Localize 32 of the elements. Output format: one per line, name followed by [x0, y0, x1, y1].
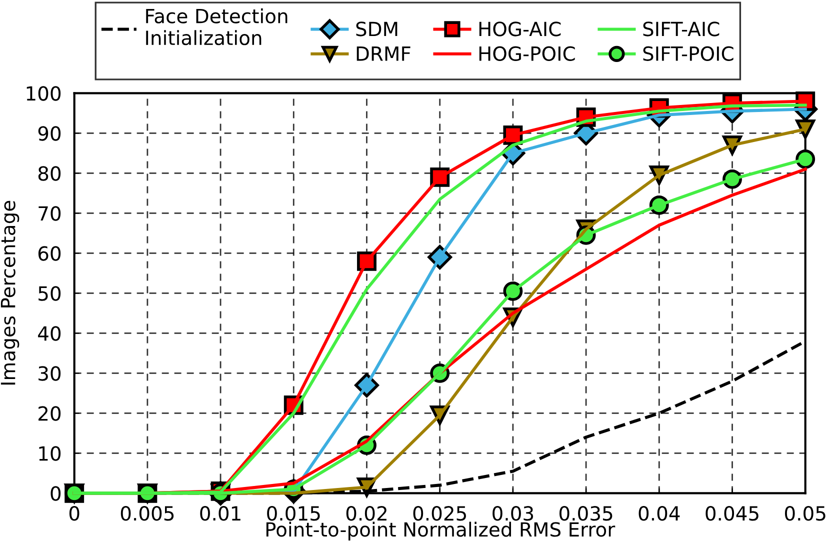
legend-label: SIFT-AIC: [643, 22, 720, 36]
legend-label: Face Detection Initialization: [146, 8, 288, 46]
x-tick-label: 0.01: [200, 506, 240, 521]
x-tick-label: 0.045: [706, 506, 758, 521]
point: [796, 119, 816, 139]
y-axis-title: Images Percentage: [0, 200, 20, 385]
legend-label: SIFT-POIC: [643, 46, 734, 61]
y-tick-label: 50: [38, 286, 61, 301]
legend-label: HOG-AIC: [479, 22, 561, 36]
x-tick-label: 0.02: [346, 506, 386, 521]
legend-label: DRMF: [356, 46, 410, 61]
y-tick-label: 80: [38, 166, 61, 181]
y-tick-label: 20: [38, 406, 61, 421]
x-tick-label: 0.015: [267, 506, 320, 521]
x-tick-label: 0.005: [120, 506, 174, 521]
y-tick-label: 10: [39, 446, 61, 461]
y-tick-label: 90: [38, 126, 61, 141]
y-tick-label: 30: [38, 366, 61, 381]
x-tick-label: 0.05: [784, 506, 826, 521]
y-tick-label: 60: [38, 246, 61, 261]
legend-label: HOG-POIC: [479, 46, 575, 61]
y-tick-label: 0: [50, 486, 61, 501]
legend-label: SDM: [356, 22, 398, 36]
x-tick-label: 0: [69, 506, 80, 521]
y-tick-label: 70: [38, 206, 61, 221]
y-tick-label: 40: [38, 326, 61, 341]
x-tick-label: 0.025: [413, 506, 466, 521]
x-tick-label: 0.03: [492, 506, 534, 521]
x-tick-label: 0.035: [559, 506, 612, 521]
x-axis-title: Point-to-point Normalized RMS Error: [266, 522, 616, 541]
y-tick-label: 100: [26, 86, 61, 101]
x-tick-label: 0.04: [638, 506, 680, 521]
